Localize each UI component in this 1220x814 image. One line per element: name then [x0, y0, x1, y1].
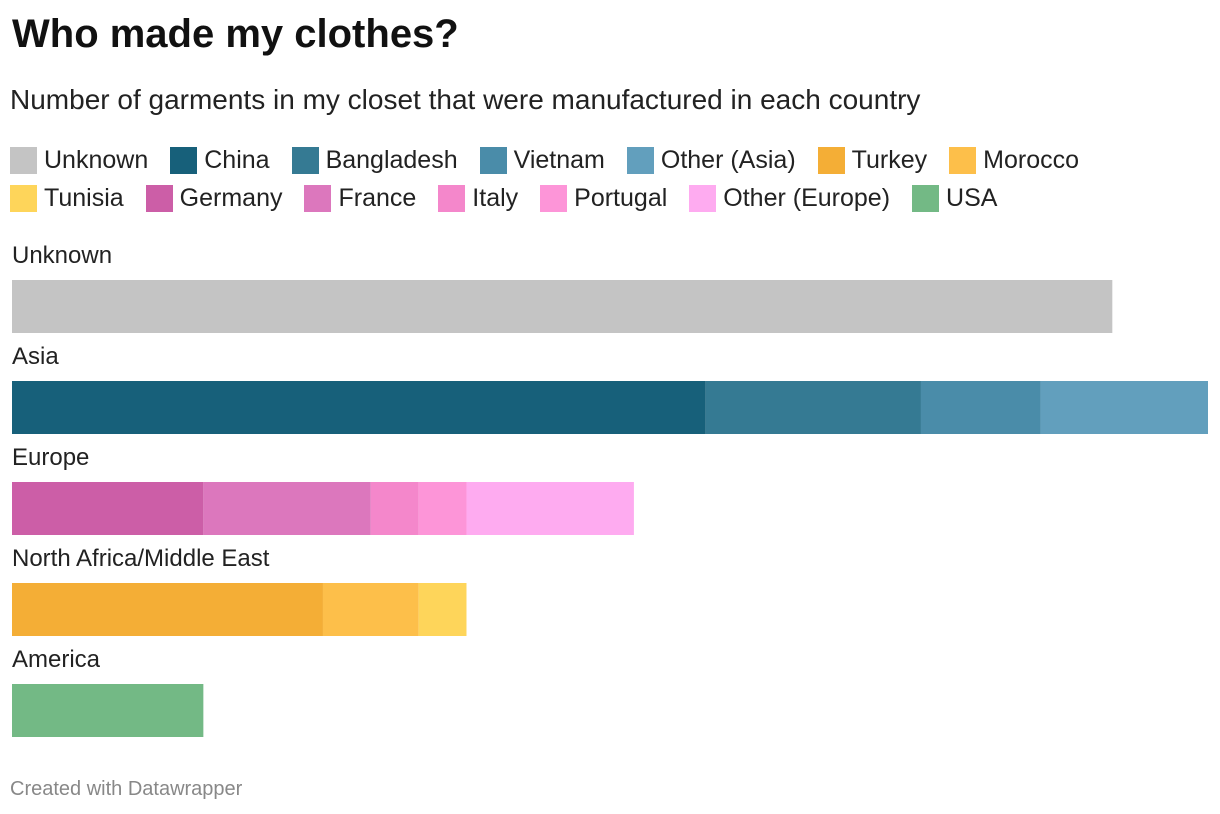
- legend-swatch: [479, 146, 507, 174]
- legend-label: Italy: [472, 183, 519, 212]
- legend-swatch: [10, 184, 37, 212]
- legend-item-unknown: Unknown: [10, 146, 148, 175]
- bar-segment-north-africa-middle-east-turkey: [12, 583, 323, 636]
- legend-swatch: [949, 146, 977, 174]
- legend-label: Other (Asia): [660, 145, 796, 174]
- legend-label: Turkey: [851, 145, 928, 174]
- legend-swatch: [912, 184, 940, 212]
- category-label-unknown: Unknown: [12, 242, 112, 269]
- legend-row-1: Unknown China Bangladesh Vietnam Other (…: [10, 141, 1210, 179]
- bar-segment-asia-china: [12, 381, 706, 434]
- datawrapper-credit: Created with Datawrapper: [10, 778, 243, 800]
- legend-item-tunisia: Tunisia: [10, 184, 124, 213]
- legend-label: China: [204, 145, 270, 174]
- category-label-europe: Europe: [12, 444, 89, 471]
- bar-segment-america-usa: [12, 684, 204, 737]
- chart-title: Who made my clothes?: [12, 12, 459, 56]
- bar-segment-europe-other-europe: [466, 482, 634, 535]
- bar-segment-north-africa-middle-east-tunisia: [418, 583, 467, 636]
- legend-item-china: China: [170, 145, 270, 175]
- chart-subtitle: Number of garments in my closet that wer…: [10, 84, 921, 115]
- legend-item-other-asia: Other (Asia): [626, 145, 796, 175]
- legend-swatch: [689, 184, 717, 212]
- legend-swatch: [304, 184, 332, 212]
- legend-item-italy: Italy: [438, 184, 518, 213]
- bar-segment-europe-france: [203, 482, 371, 535]
- legend: Unknown China Bangladesh Vietnam Other (…: [10, 141, 1210, 217]
- legend-item-portugal: Portugal: [540, 184, 667, 213]
- legend-swatch: [540, 184, 568, 212]
- legend-swatch: [10, 146, 37, 174]
- legend-item-germany: Germany: [145, 183, 283, 213]
- legend-item-usa: USA: [912, 184, 997, 213]
- legend-item-turkey: Turkey: [817, 145, 928, 175]
- legend-label: Germany: [179, 183, 283, 212]
- legend-swatch: [291, 146, 319, 174]
- legend-item-vietnam: Vietnam: [479, 145, 605, 175]
- legend-item-bangladesh: Bangladesh: [291, 145, 458, 175]
- legend-label: Bangladesh: [325, 145, 458, 174]
- legend-label: Morocco: [983, 145, 1080, 174]
- bar-segment-unknown-unknown: [12, 280, 1113, 333]
- legend-label: France: [338, 183, 417, 212]
- legend-swatch: [145, 184, 173, 212]
- category-label-asia: Asia: [12, 343, 59, 370]
- legend-swatch: [438, 184, 466, 212]
- legend-label: USA: [946, 183, 998, 212]
- legend-item-other-europe: Other (Europe): [689, 184, 890, 213]
- legend-label: Tunisia: [44, 183, 124, 212]
- bar-segment-asia-bangladesh: [705, 381, 921, 434]
- category-label-america: America: [12, 646, 101, 673]
- legend-label: Other (Europe): [723, 183, 891, 212]
- bar-segment-europe-italy: [370, 482, 419, 535]
- legend-row-2: Tunisia Germany France Italy Portugal Ot…: [10, 179, 1210, 217]
- category-label-north-africa-middle-east: North Africa/Middle East: [12, 545, 270, 572]
- bar-segment-europe-germany: [12, 482, 204, 535]
- bar-segment-north-africa-middle-east-morocco: [322, 583, 419, 636]
- legend-label: Portugal: [574, 183, 668, 212]
- legend-item-france: France: [304, 184, 416, 213]
- legend-label: Unknown: [44, 145, 149, 174]
- legend-swatch: [626, 146, 654, 174]
- legend-swatch: [170, 146, 198, 174]
- legend-item-morocco: Morocco: [949, 146, 1079, 175]
- legend-swatch: [817, 146, 845, 174]
- bar-segment-asia-vietnam: [920, 381, 1041, 434]
- legend-label: Vietnam: [513, 145, 605, 174]
- bar-segment-asia-other-asia: [1040, 381, 1208, 434]
- bar-segment-europe-portugal: [418, 482, 467, 535]
